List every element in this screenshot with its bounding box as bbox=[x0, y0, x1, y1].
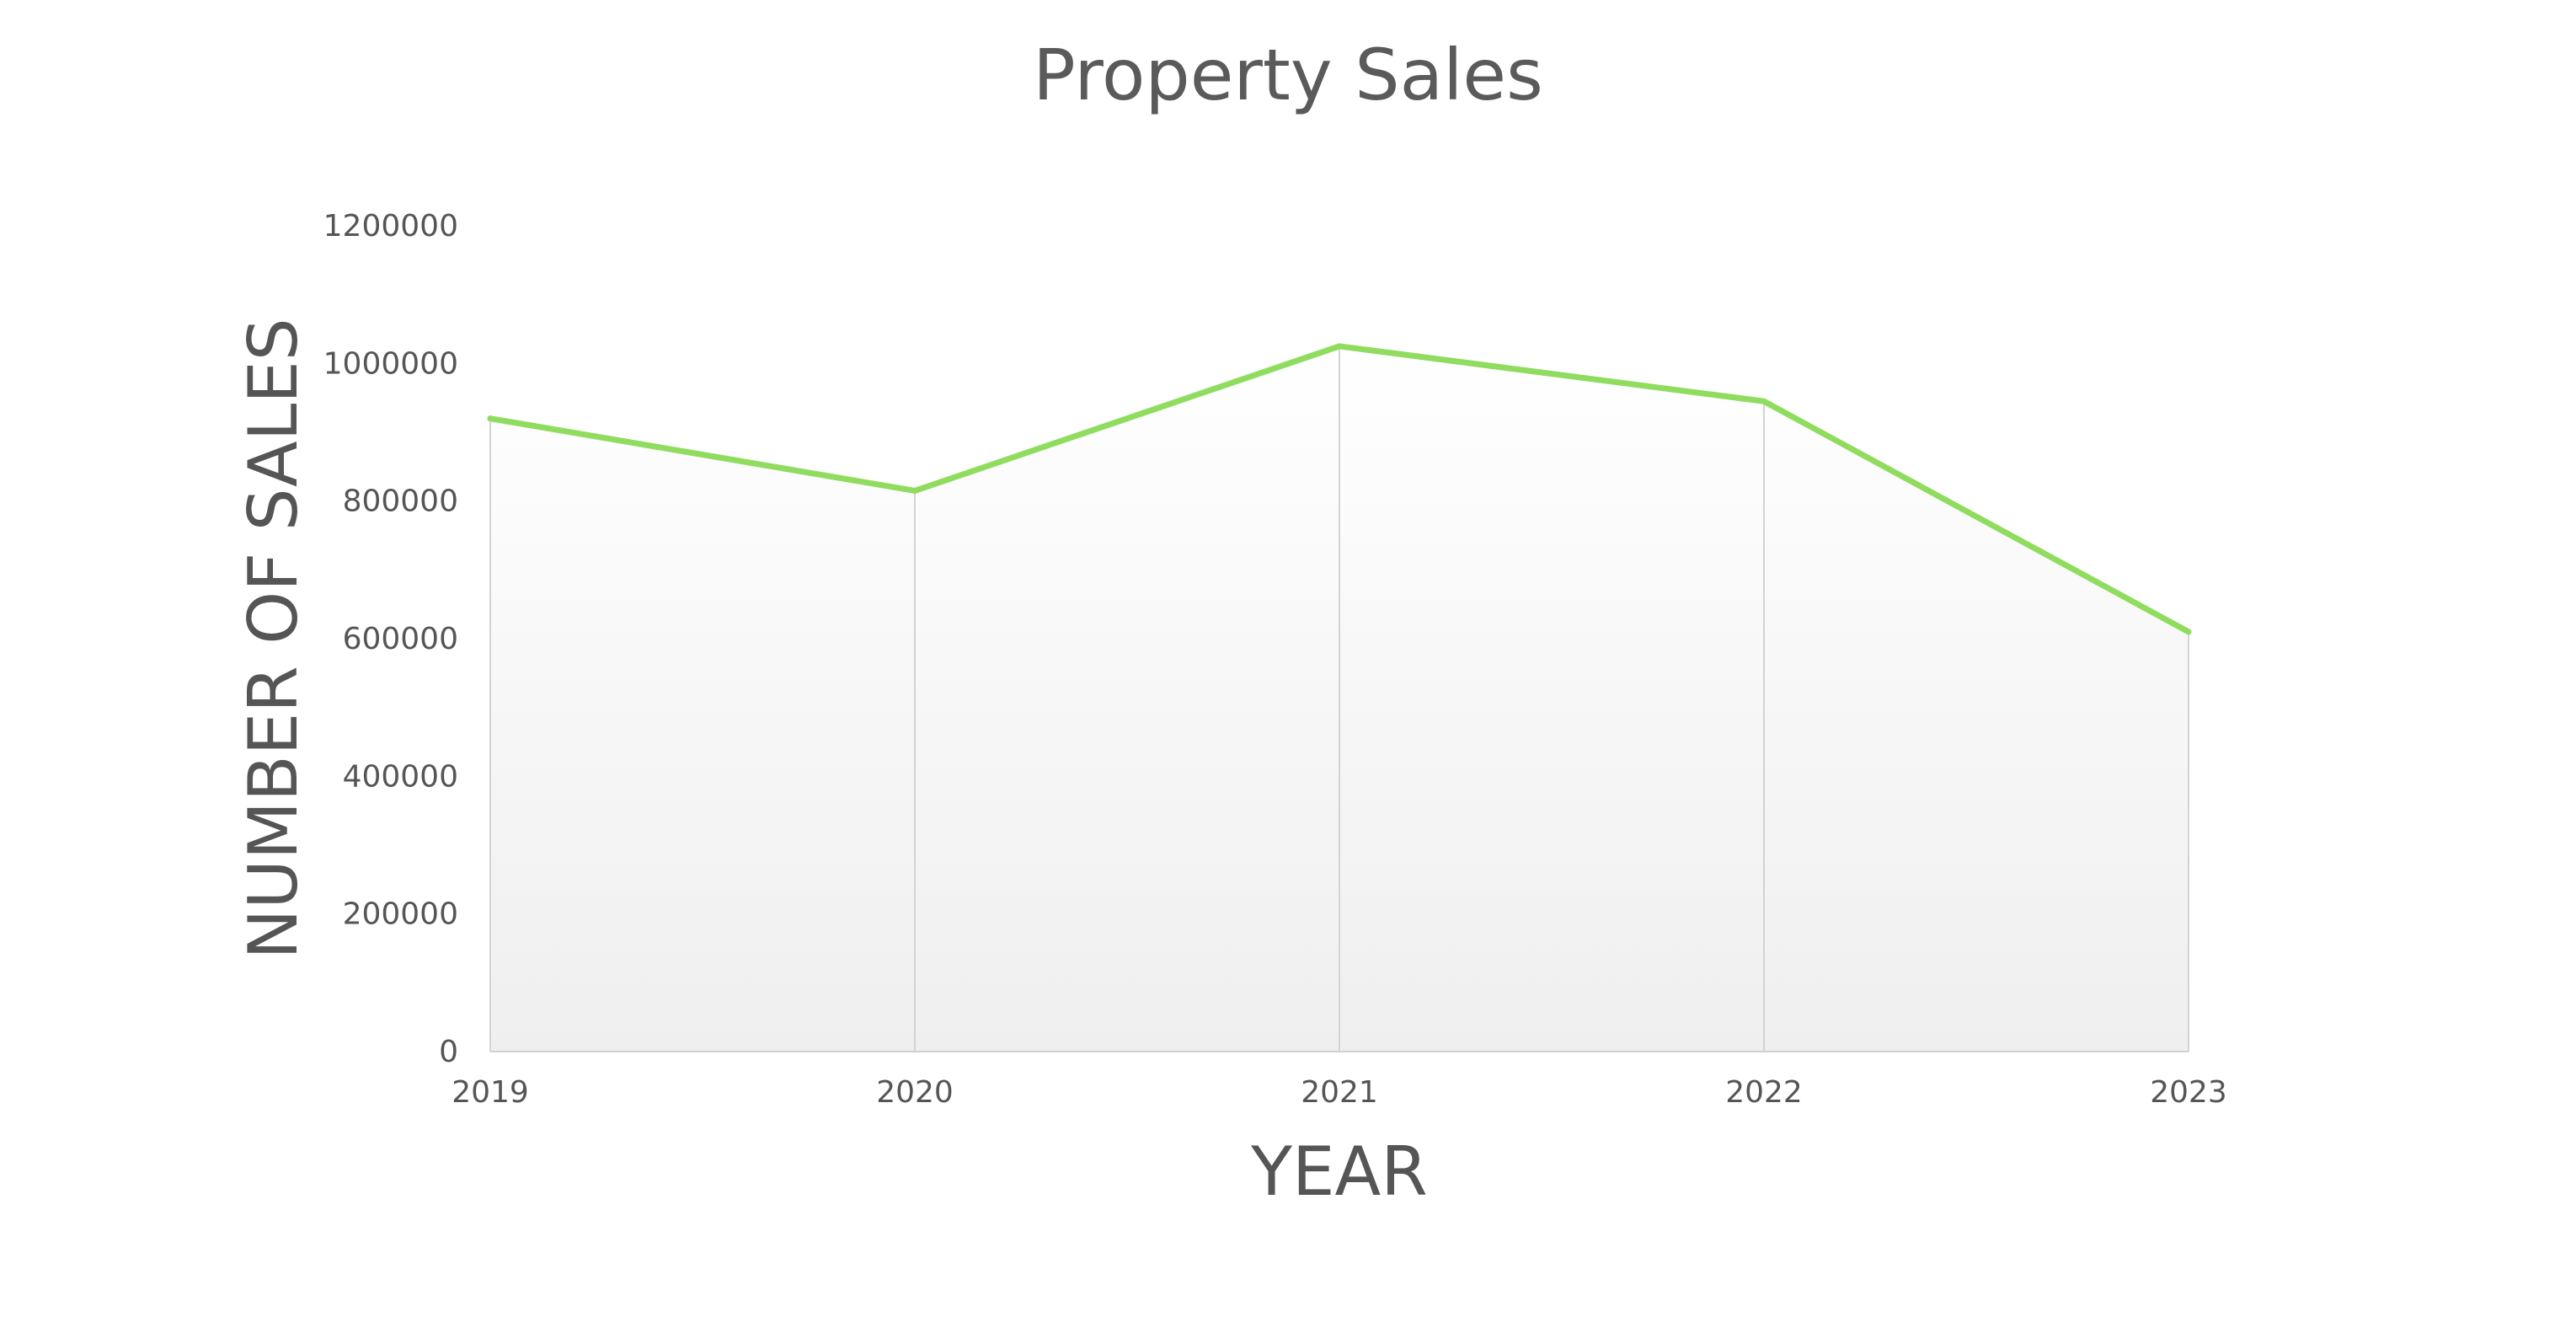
plot-area bbox=[487, 343, 2192, 1052]
data-point-2021 bbox=[1336, 343, 1343, 350]
y-axis-ticks: 0 200000 400000 600000 800000 1000000 1200000 bbox=[323, 209, 458, 1069]
y-tick-label: 600000 bbox=[343, 622, 458, 656]
x-tick-label-2023: 2023 bbox=[2150, 1075, 2227, 1110]
y-tick-label: 1000000 bbox=[323, 346, 458, 381]
y-tick-label: 0 bbox=[439, 1035, 458, 1069]
y-tick-label: 200000 bbox=[343, 897, 458, 932]
data-point-2019 bbox=[487, 415, 494, 422]
x-tick-label-2022: 2022 bbox=[1725, 1075, 1803, 1110]
x-tick-label-2021: 2021 bbox=[1301, 1075, 1378, 1110]
y-axis-title: NUMBER OF SALES bbox=[234, 318, 313, 959]
data-point-2022 bbox=[1761, 398, 1767, 404]
data-point-2023 bbox=[2185, 629, 2192, 635]
x-tick-label-2020: 2020 bbox=[876, 1075, 954, 1110]
x-axis-title: YEAR bbox=[1250, 1132, 1428, 1211]
data-point-2020 bbox=[911, 487, 918, 494]
y-tick-label: 1200000 bbox=[323, 209, 458, 244]
y-tick-label: 800000 bbox=[343, 485, 458, 519]
x-tick-label-2019: 2019 bbox=[452, 1075, 529, 1110]
y-tick-label: 400000 bbox=[343, 759, 458, 794]
chart-title: Property Sales bbox=[1033, 34, 1543, 116]
x-axis-ticks: 2019 2020 2021 2022 2023 bbox=[452, 1075, 2227, 1110]
